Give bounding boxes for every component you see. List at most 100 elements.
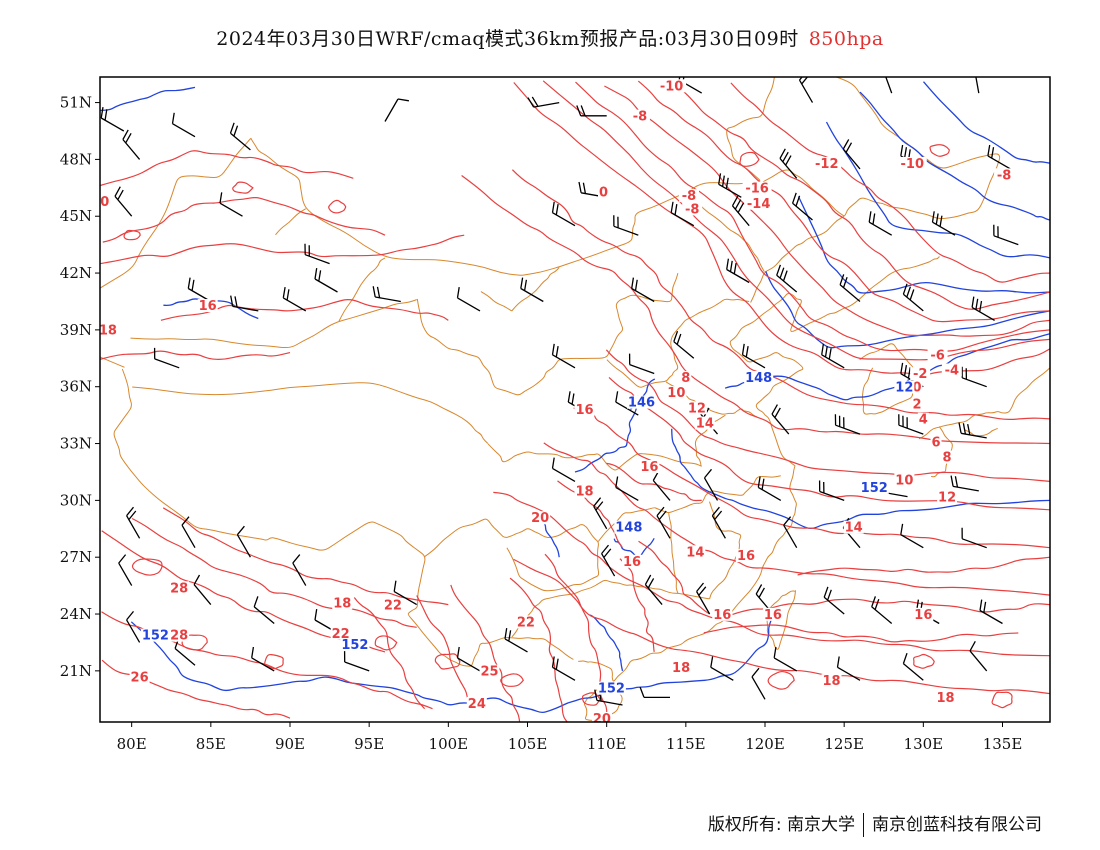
geopotential-label: 152 — [598, 682, 625, 697]
temperature-contour — [730, 82, 1050, 283]
temperature-label-bg — [941, 363, 962, 377]
temperature-contour — [100, 350, 291, 360]
temperature-label-bg — [574, 403, 595, 417]
border-line — [424, 518, 600, 592]
temperature-label-bg — [629, 109, 650, 123]
temperature-label: -16 — [745, 182, 769, 197]
wind-barb — [839, 274, 861, 302]
temperature-label-bg — [479, 664, 500, 678]
wind-barb — [126, 610, 141, 643]
wind-barb — [114, 186, 133, 217]
wind-barb — [236, 525, 251, 558]
geopotential-contour — [797, 196, 1050, 294]
temperature-label: 16 — [640, 460, 658, 475]
wind-barb — [656, 506, 671, 539]
temperature-label: 16 — [764, 608, 782, 623]
geopotential-label-bg — [340, 638, 370, 652]
temperature-label-bg — [744, 196, 774, 210]
company-name: 南京创蓝科技有限公司 — [872, 815, 1042, 835]
wind-barb — [118, 554, 133, 586]
temperature-contour — [638, 540, 710, 615]
temperature-label: 8 — [681, 371, 690, 386]
temperature-label: 2 — [912, 398, 921, 413]
wind-barb — [711, 506, 726, 539]
wind-barb — [282, 286, 307, 312]
wind-barb — [902, 283, 924, 312]
border-line — [100, 77, 775, 368]
temperature-label: 25 — [480, 665, 498, 680]
temperature-label-bg — [682, 202, 703, 216]
wind-barb — [251, 646, 275, 672]
lat-tick-label: 51N — [60, 94, 92, 112]
temperature-label-bg — [530, 511, 551, 525]
wind-barb — [631, 277, 655, 303]
temperature-label-bg — [762, 607, 783, 621]
temperature-label-bg — [927, 348, 948, 362]
temperature-label-bg — [913, 607, 934, 621]
temperature-contour — [434, 653, 461, 670]
temperature-label-bg — [197, 299, 218, 313]
wind-barb — [644, 574, 663, 606]
temperature-label-bg — [994, 168, 1015, 182]
wind-barb — [798, 77, 814, 103]
border-line — [918, 367, 1050, 440]
temperature-contour — [461, 175, 1050, 445]
temperature-label-bg — [712, 607, 733, 621]
geopotential-label: 152 — [142, 629, 169, 644]
temperature-label-bg — [680, 371, 692, 385]
temperature-label: 24 — [468, 697, 486, 712]
wind-barb — [773, 646, 798, 672]
temperature-label-bg — [821, 674, 842, 688]
temperature-label: -10 — [660, 79, 684, 94]
temperature-label-bg — [332, 596, 353, 610]
temperature-label-bg — [935, 691, 956, 705]
temperature-label-bg — [666, 386, 687, 400]
temperature-label-bg — [679, 189, 699, 203]
wind-barb — [757, 476, 782, 501]
geopotential-label-bg — [744, 371, 774, 385]
temperature-contour — [100, 234, 465, 265]
border-line — [275, 208, 307, 236]
wind-barb — [958, 422, 987, 439]
temperature-contour — [500, 673, 525, 687]
wind-barb — [975, 77, 980, 94]
temperature-label: 28 — [170, 581, 188, 596]
footer-separator — [863, 813, 864, 837]
wind-barb — [993, 224, 1019, 246]
wind-barb — [696, 582, 711, 615]
geopotential-contour — [765, 270, 1050, 349]
temperature-contour — [739, 151, 760, 167]
lat-tick-label: 42N — [60, 264, 92, 282]
wind-barb — [613, 215, 639, 236]
border-line — [765, 590, 796, 650]
temperature-label: 18 — [822, 674, 840, 689]
wind-barb — [230, 295, 259, 312]
temperature-label: 16 — [737, 549, 755, 564]
temperature-label: 22 — [517, 615, 535, 630]
wind-barb — [504, 627, 528, 653]
temperature-contour — [671, 81, 1050, 310]
temperature-label-bg — [911, 380, 923, 394]
temperature-contour — [929, 144, 950, 157]
temperature-label: 16 — [914, 608, 932, 623]
temperature-label: -14 — [747, 197, 771, 212]
wind-barb — [171, 112, 196, 138]
geopotential-label-bg — [859, 480, 889, 494]
temperature-label-bg — [812, 156, 842, 170]
temperature-label: 22 — [332, 627, 350, 642]
temperature-contour — [573, 407, 1050, 549]
lon-tick-label: 110E — [587, 735, 627, 753]
temperature-label: 0 — [599, 185, 608, 200]
wind-barb — [741, 343, 766, 369]
temperature-label: 18 — [936, 691, 954, 706]
geopotential-contour — [100, 86, 196, 112]
temperature-label-bg — [598, 185, 609, 199]
temperature-label: 16 — [623, 555, 641, 570]
temperature-label-bg — [917, 412, 929, 426]
temperature-label: 12 — [938, 490, 956, 505]
wind-barb — [751, 667, 766, 700]
temperature-contour — [619, 558, 655, 652]
temperature-contour — [328, 199, 347, 214]
temperature-label: 0 — [100, 195, 109, 210]
geopotential-contour — [541, 517, 560, 558]
